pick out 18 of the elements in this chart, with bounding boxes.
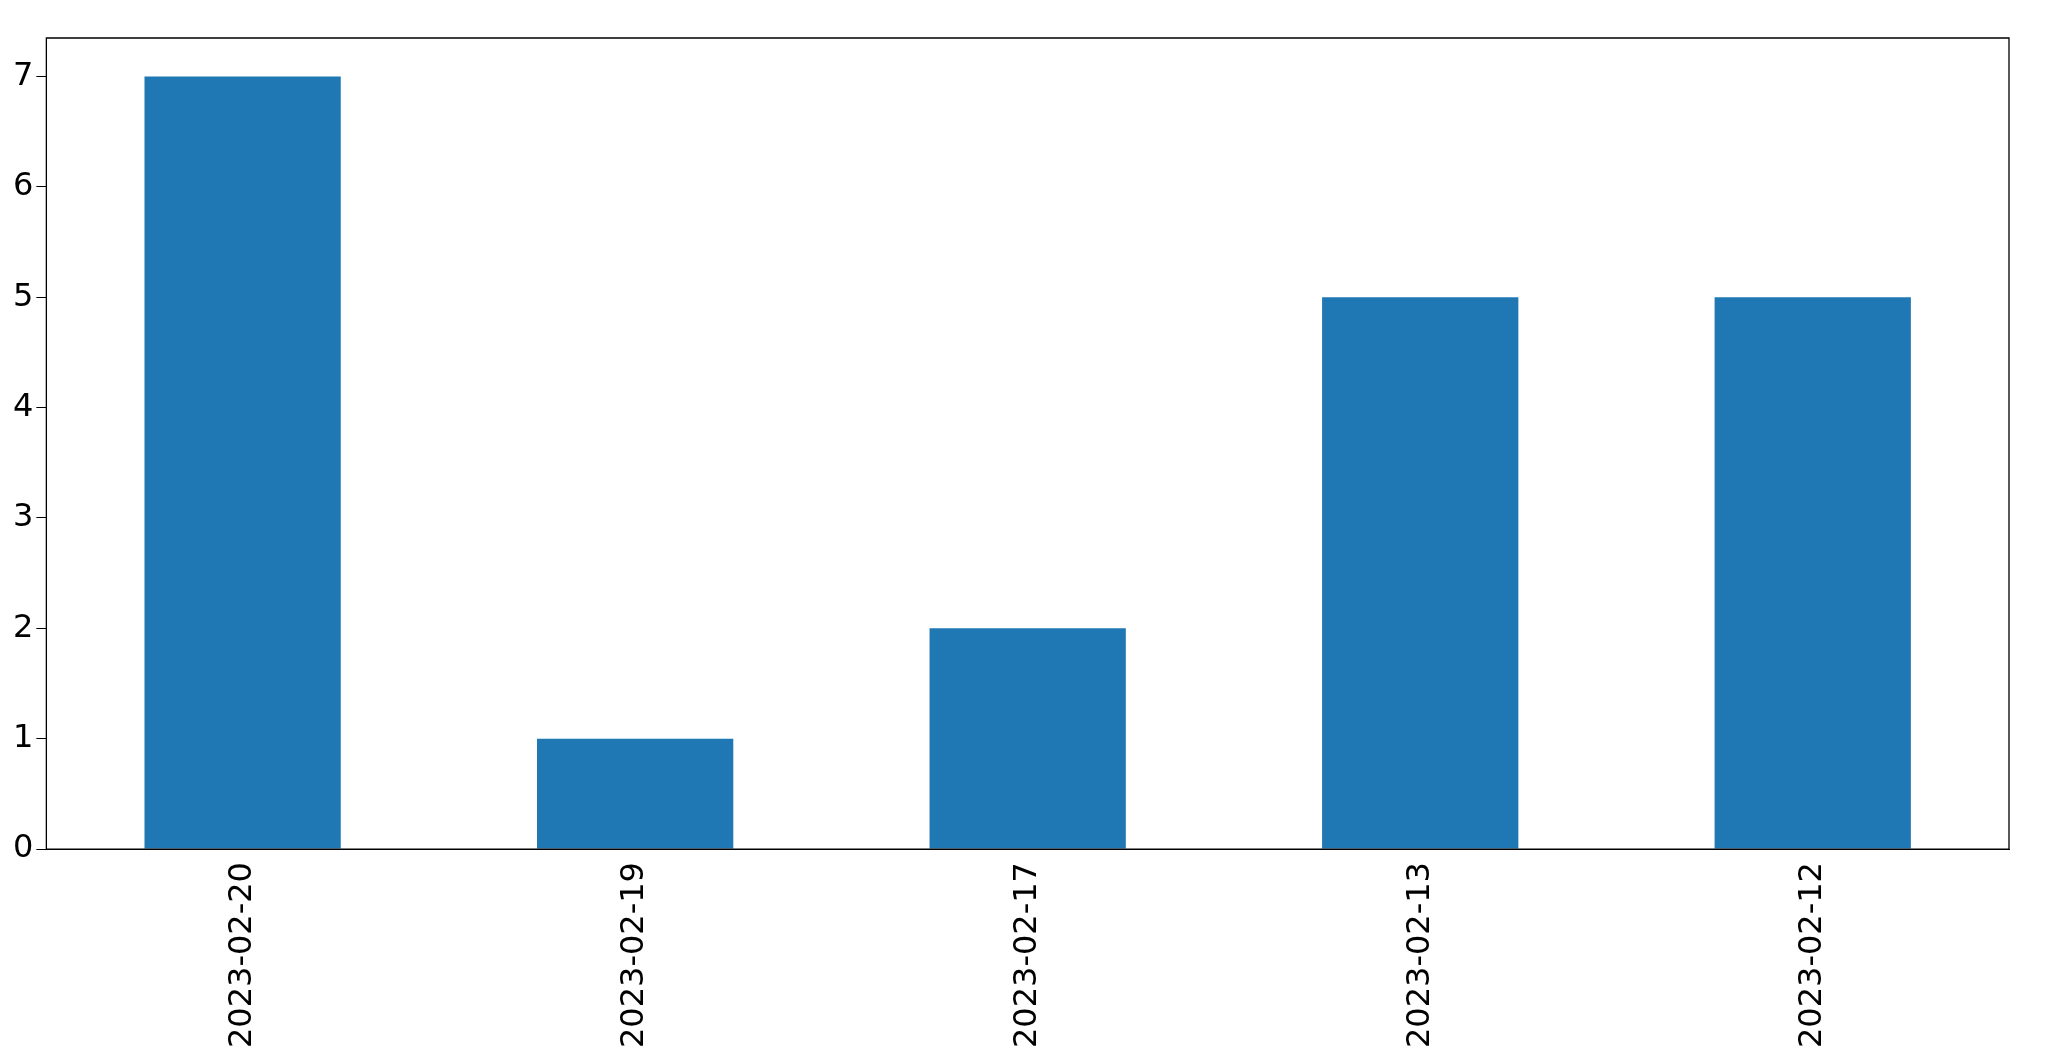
y-tick-label: 2	[13, 606, 34, 645]
bar	[144, 76, 341, 849]
bar	[929, 628, 1126, 849]
x-tick-label: 2023-02-20	[220, 862, 259, 1048]
y-tick-label: 7	[13, 54, 34, 93]
y-tick-label: 5	[13, 275, 34, 314]
y-tick-label: 4	[13, 385, 34, 424]
bar	[537, 738, 734, 849]
x-tick-label: 2023-02-17	[1005, 862, 1044, 1048]
y-tick-label: 1	[13, 717, 34, 755]
y-tick-label: 0	[13, 827, 34, 866]
x-tick-label: 2023-02-12	[1791, 862, 1830, 1048]
x-tick-label: 2023-02-19	[613, 862, 652, 1048]
x-tick-label: 2023-02-13	[1398, 862, 1437, 1048]
y-tick-label: 3	[13, 496, 34, 535]
y-tick-label: 6	[13, 165, 34, 204]
bar	[1714, 297, 1911, 849]
bar	[1322, 297, 1519, 849]
